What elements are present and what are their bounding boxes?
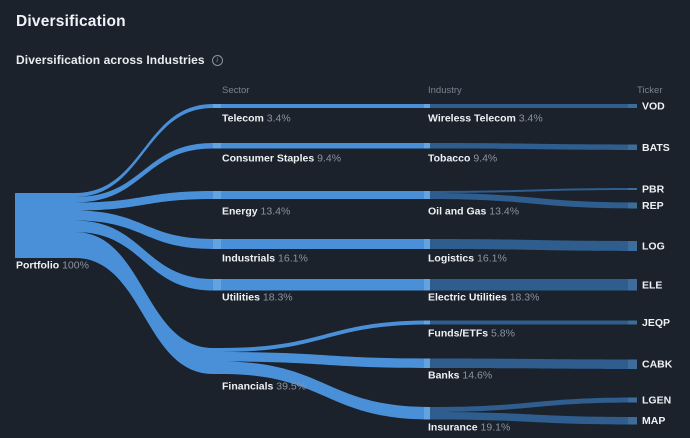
sankey-node-log-tip	[628, 241, 637, 251]
sankey-node-cabk-tip	[628, 359, 637, 369]
sankey-link-portfolio-energy	[75, 191, 213, 211]
sankey-label-jeqp: JEQP	[642, 317, 670, 329]
section-title: Diversification across Industries	[16, 53, 205, 67]
sankey-label-pbr: PBR	[642, 184, 665, 196]
sankey-label-utilities: Utilities 18.3%	[222, 292, 293, 304]
sankey-node-insurance	[424, 407, 430, 420]
sankey-label-portfolio: Portfolio 100%	[16, 260, 89, 272]
sankey-node-consumer-staples	[213, 143, 221, 149]
sankey-label-ele: ELE	[642, 280, 662, 292]
sankey-label-electric-utilities: Electric Utilities 18.3%	[428, 292, 539, 304]
sankey-link-financials-banks	[222, 352, 430, 368]
sankey-label-cabk: CABK	[642, 359, 673, 371]
sankey-label-telecom: Telecom 3.4%	[222, 113, 291, 125]
sankey-node-industrials	[213, 239, 221, 249]
sankey-link-logistics-log	[430, 239, 637, 251]
sankey-node-tobacco	[424, 143, 430, 149]
sankey-node-funds-etfs	[424, 320, 430, 325]
sankey-label-consumer-staples: Consumer Staples 9.4%	[222, 153, 341, 165]
sankey-node-financials	[213, 348, 222, 374]
sankey-link-financials-funds-etfs	[222, 320, 430, 352]
sankey-link-portfolio-telecom	[75, 104, 213, 197]
sankey-node-energy	[213, 191, 221, 199]
sankey-label-map: MAP	[642, 415, 665, 427]
sankey-node-bats-tip	[628, 144, 637, 150]
column-header-sector: Sector	[222, 85, 249, 96]
section-header: Diversification across Industries i	[16, 53, 223, 67]
sankey-label-tobacco: Tobacco 9.4%	[428, 153, 497, 165]
sankey-link-wireless-telecom-vod	[430, 104, 637, 108]
sankey-node-oil-and-gas	[424, 191, 430, 199]
sankey-link-funds-etfs-jeqp	[430, 320, 637, 325]
sankey-link-oil-and-gas-pbr	[430, 188, 637, 193]
sankey-node-vod-tip	[628, 104, 637, 108]
sankey-link-energy-oil-and-gas	[213, 191, 430, 199]
sankey-link-portfolio-consumer-staples	[75, 143, 213, 203]
sankey-label-energy: Energy 13.4%	[222, 206, 290, 218]
sankey-label-oil-and-gas: Oil and Gas 13.4%	[428, 206, 519, 218]
sankey-node-logistics	[424, 239, 430, 249]
sankey-link-portfolio-industrials	[75, 210, 213, 249]
sankey-label-wireless-telecom: Wireless Telecom 3.4%	[428, 113, 543, 125]
sankey-label-banks: Banks 14.6%	[428, 370, 492, 382]
sankey-link-industrials-logistics	[213, 239, 430, 249]
sankey-node-map-tip	[628, 417, 637, 425]
sankey-label-financials: Financials 39.5%	[222, 381, 306, 393]
sankey-label-vod: VOD	[642, 101, 665, 113]
column-header-ticker: Ticker	[637, 85, 663, 96]
sankey-node-rep-tip	[628, 202, 637, 209]
sankey-link-portfolio-utilities	[75, 220, 213, 291]
sankey-link-utilities-electric-utilities	[213, 279, 430, 291]
sankey-node-wireless-telecom	[424, 104, 430, 108]
sankey-label-bats: BATS	[642, 142, 670, 154]
sankey-link-banks-cabk	[430, 358, 637, 369]
sankey-node-banks	[424, 358, 430, 368]
sankey-label-insurance: Insurance 19.1%	[428, 422, 510, 434]
sankey-label-lgen: LGEN	[642, 395, 671, 407]
sankey-link-electric-utilities-ele	[430, 279, 637, 291]
sankey-link-financials-insurance	[222, 361, 430, 420]
sankey-label-funds-etfs: Funds/ETFs 5.8%	[428, 328, 515, 340]
info-icon[interactable]: i	[211, 54, 223, 66]
sankey-node-ele-tip	[628, 279, 637, 291]
sankey-label-rep: REP	[642, 200, 664, 212]
sankey-link-insurance-map	[430, 412, 637, 425]
sankey-node-utilities	[213, 279, 221, 291]
sankey-link-oil-and-gas-rep	[430, 193, 637, 209]
page-title: Diversification	[16, 13, 126, 30]
sankey-node-jeqp-tip	[628, 320, 637, 325]
sankey-node-pbr-tip	[628, 188, 637, 190]
sankey-link-tobacco-bats	[430, 143, 637, 150]
sankey-node-portfolio	[15, 193, 75, 258]
sankey-label-industrials: Industrials 16.1%	[222, 253, 308, 265]
sankey-label-log: LOG	[642, 241, 665, 253]
sankey-node-electric-utilities	[424, 279, 430, 291]
sankey-link-telecom-wireless-telecom	[213, 104, 430, 108]
sankey-link-insurance-lgen	[430, 397, 637, 412]
sankey-label-logistics: Logistics 16.1%	[428, 253, 507, 265]
sankey-link-portfolio-financials	[75, 232, 213, 374]
sankey-link-consumer-staples-tobacco	[213, 143, 430, 149]
column-header-industry: Industry	[428, 85, 462, 96]
sankey-node-lgen-tip	[628, 397, 637, 403]
sankey-node-telecom	[213, 104, 221, 108]
